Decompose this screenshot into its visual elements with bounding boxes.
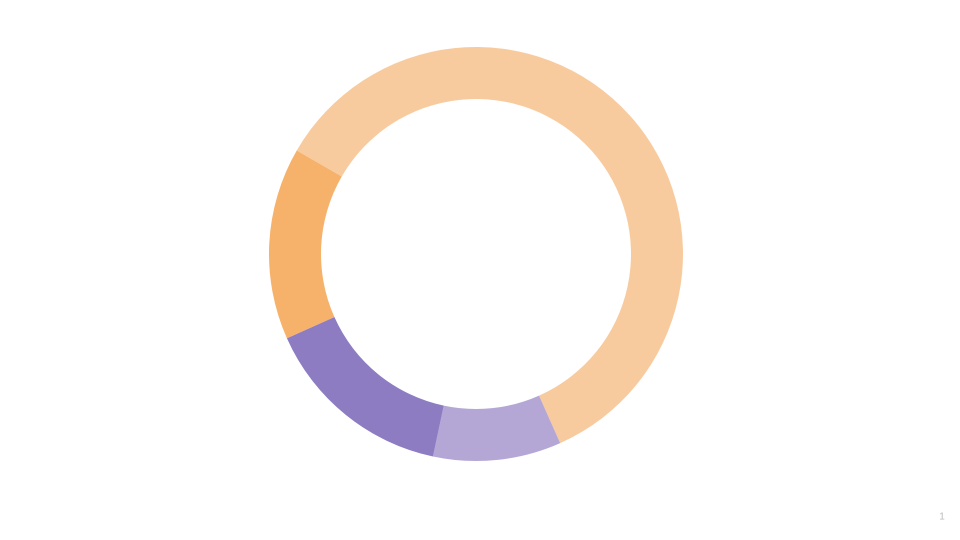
donut-segment: [286, 317, 444, 457]
donut-segment: [269, 150, 342, 339]
donut-segment: [432, 395, 561, 461]
page-number: 1: [939, 512, 945, 523]
